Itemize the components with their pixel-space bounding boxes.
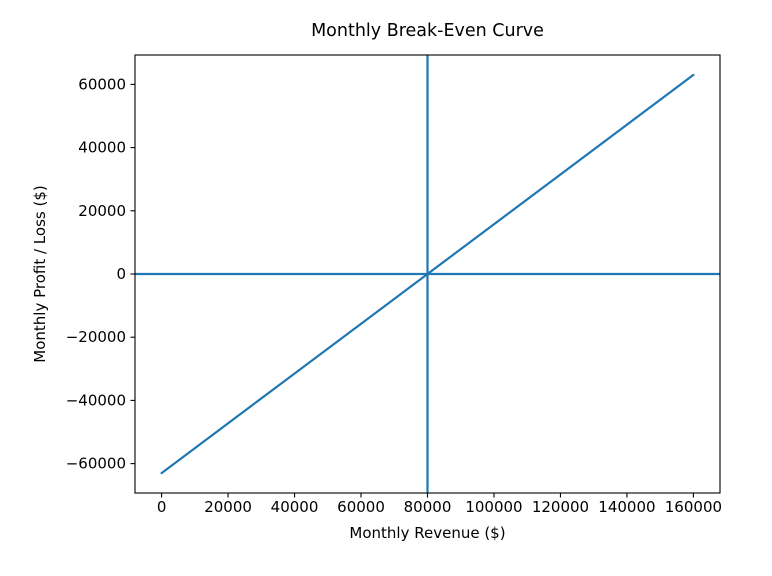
x-tick-label: 40000 bbox=[271, 498, 319, 516]
x-tick-label: 160000 bbox=[665, 498, 722, 516]
y-tick-label: 40000 bbox=[78, 139, 126, 157]
y-tick-label: 60000 bbox=[78, 75, 126, 93]
y-axis-label: Monthly Profit / Loss ($) bbox=[31, 185, 49, 363]
x-tick-label: 100000 bbox=[465, 498, 522, 516]
y-tick-label: 0 bbox=[116, 265, 126, 283]
x-tick-label: 0 bbox=[157, 498, 167, 516]
y-tick-label: 20000 bbox=[78, 202, 126, 220]
y-tick-label: −20000 bbox=[66, 328, 126, 346]
x-tick-label: 120000 bbox=[532, 498, 589, 516]
y-tick-label: −60000 bbox=[66, 455, 126, 473]
x-tick-label: 80000 bbox=[404, 498, 452, 516]
y-tick-label: −40000 bbox=[66, 391, 126, 409]
x-tick-label: 140000 bbox=[598, 498, 655, 516]
x-tick-label: 60000 bbox=[337, 498, 385, 516]
chart-title: Monthly Break-Even Curve bbox=[311, 21, 544, 41]
x-tick-label: 20000 bbox=[204, 498, 252, 516]
x-axis-label: Monthly Revenue ($) bbox=[349, 524, 506, 542]
